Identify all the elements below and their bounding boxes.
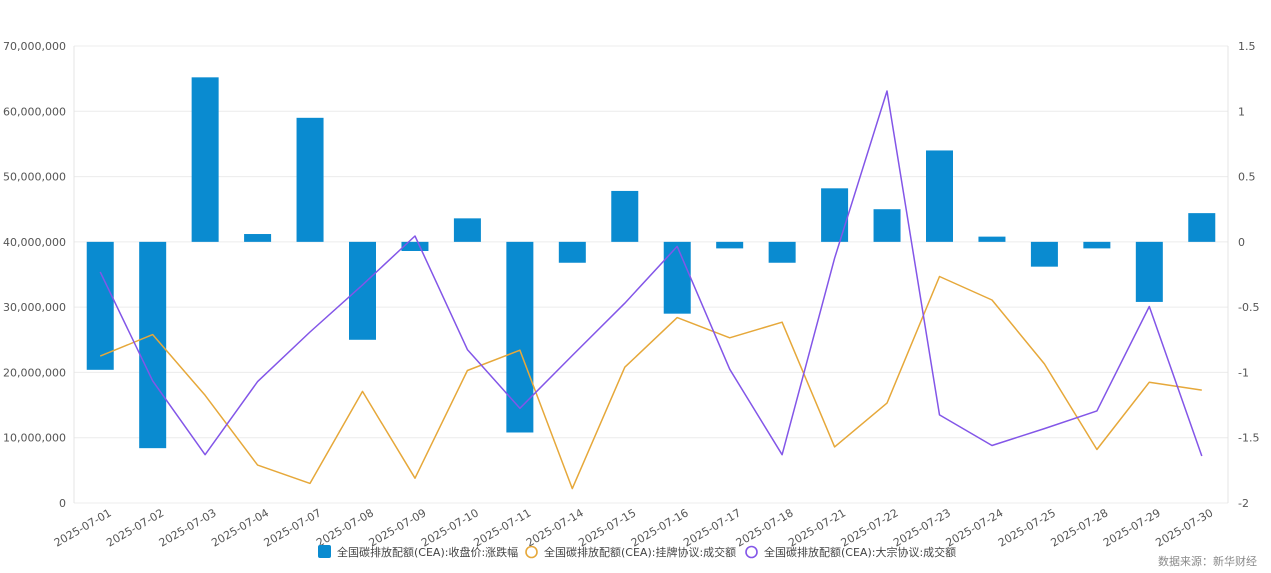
left-tick-label: 0 xyxy=(59,497,66,510)
x-tick-label: 2025-07-28 xyxy=(1048,506,1110,549)
series-line-2 xyxy=(99,90,1203,457)
left-axis: 0 10,000,000 20,000,000 30,000,000 40,000,00… xyxy=(3,40,66,510)
right-tick-label: -0.5 xyxy=(1238,301,1259,314)
right-tick-label: 0 xyxy=(1238,236,1245,249)
x-tick-label: 2025-07-22 xyxy=(839,506,901,549)
legend-marker-line xyxy=(745,545,758,559)
bar xyxy=(453,218,481,242)
bar xyxy=(1030,241,1058,267)
x-tick-label: 2025-07-02 xyxy=(104,506,166,549)
x-axis: 2025-07-012025-07-022025-07-032025-07-04… xyxy=(52,506,1215,549)
right-tick-label: -1.5 xyxy=(1238,432,1259,445)
x-tick-label: 2025-07-11 xyxy=(471,506,533,549)
bar xyxy=(401,241,429,251)
x-tick-label: 2025-07-24 xyxy=(944,506,1006,549)
bar xyxy=(873,209,901,242)
left-tick-label: 30,000,000 xyxy=(3,301,66,314)
legend-marker-bar xyxy=(318,545,331,558)
x-tick-label: 2025-07-21 xyxy=(786,506,848,549)
x-tick-label: 2025-07-03 xyxy=(157,506,219,549)
bar xyxy=(1083,241,1111,249)
data-source-label: 数据来源：新华财经 xyxy=(1158,555,1257,568)
bar xyxy=(296,117,324,242)
left-tick-label: 50,000,000 xyxy=(3,171,66,184)
x-tick-label: 2025-07-30 xyxy=(1153,506,1215,549)
right-tick-label: -2 xyxy=(1238,497,1249,510)
bar xyxy=(768,241,796,263)
legend-marker-line xyxy=(525,545,538,559)
bar xyxy=(349,241,376,340)
bar-series xyxy=(86,77,1216,449)
x-tick-label: 2025-07-18 xyxy=(734,506,796,549)
x-tick-label: 2025-07-25 xyxy=(996,506,1058,549)
left-tick-label: 10,000,000 xyxy=(3,432,66,445)
right-tick-label: 1.5 xyxy=(1238,40,1256,53)
x-tick-label: 2025-07-08 xyxy=(314,506,376,549)
x-tick-label: 2025-07-14 xyxy=(524,506,586,549)
x-tick-label: 2025-07-04 xyxy=(209,506,271,549)
left-tick-label: 60,000,000 xyxy=(3,105,66,118)
legend-label-1: 全国碳排放配额(CEA):收盘价:涨跌幅 xyxy=(337,545,518,559)
left-tick-label: 40,000,000 xyxy=(3,236,66,249)
bar xyxy=(716,241,744,249)
bar xyxy=(663,241,691,314)
bar xyxy=(506,241,534,433)
bar xyxy=(191,77,219,242)
x-tick-label: 2025-07-16 xyxy=(629,506,691,549)
left-tick-label: 70,000,000 xyxy=(3,40,66,53)
bar xyxy=(558,241,586,263)
bar xyxy=(926,150,953,242)
bar xyxy=(978,236,1006,242)
bar xyxy=(86,241,114,370)
x-tick-label: 2025-07-10 xyxy=(419,506,481,549)
right-axis: -2 -1.5 -1 -0.5 0 0.5 1 1.5 xyxy=(1238,40,1259,510)
legend-label-2: 全国碳排放配额(CEA):挂牌协议:成交额 xyxy=(544,545,736,559)
x-tick-label: 2025-07-15 xyxy=(576,506,638,549)
legend[interactable]: 全国碳排放配额(CEA):收盘价:涨跌幅 全国碳排放配额(CEA):挂牌协议:成交… xyxy=(318,545,956,559)
left-tick-label: 20,000,000 xyxy=(3,366,66,379)
bar xyxy=(1135,241,1163,302)
x-tick-label: 2025-07-17 xyxy=(681,506,743,549)
bar xyxy=(611,190,639,242)
x-tick-label: 2025-07-09 xyxy=(367,506,429,549)
bar xyxy=(821,188,849,242)
bar xyxy=(244,234,272,242)
x-tick-label: 2025-07-23 xyxy=(891,506,953,549)
x-tick-label: 2025-07-01 xyxy=(52,506,114,549)
x-tick-label: 2025-07-29 xyxy=(1101,506,1163,549)
right-tick-label: 1 xyxy=(1238,105,1245,118)
bar xyxy=(1188,213,1216,242)
series-line-1 xyxy=(99,275,1202,490)
right-tick-label: -1 xyxy=(1238,366,1249,379)
right-tick-label: 0.5 xyxy=(1238,171,1256,184)
line-series xyxy=(99,90,1203,490)
x-tick-label: 2025-07-07 xyxy=(262,506,324,549)
legend-label-3: 全国碳排放配额(CEA):大宗协议:成交额 xyxy=(764,545,956,559)
